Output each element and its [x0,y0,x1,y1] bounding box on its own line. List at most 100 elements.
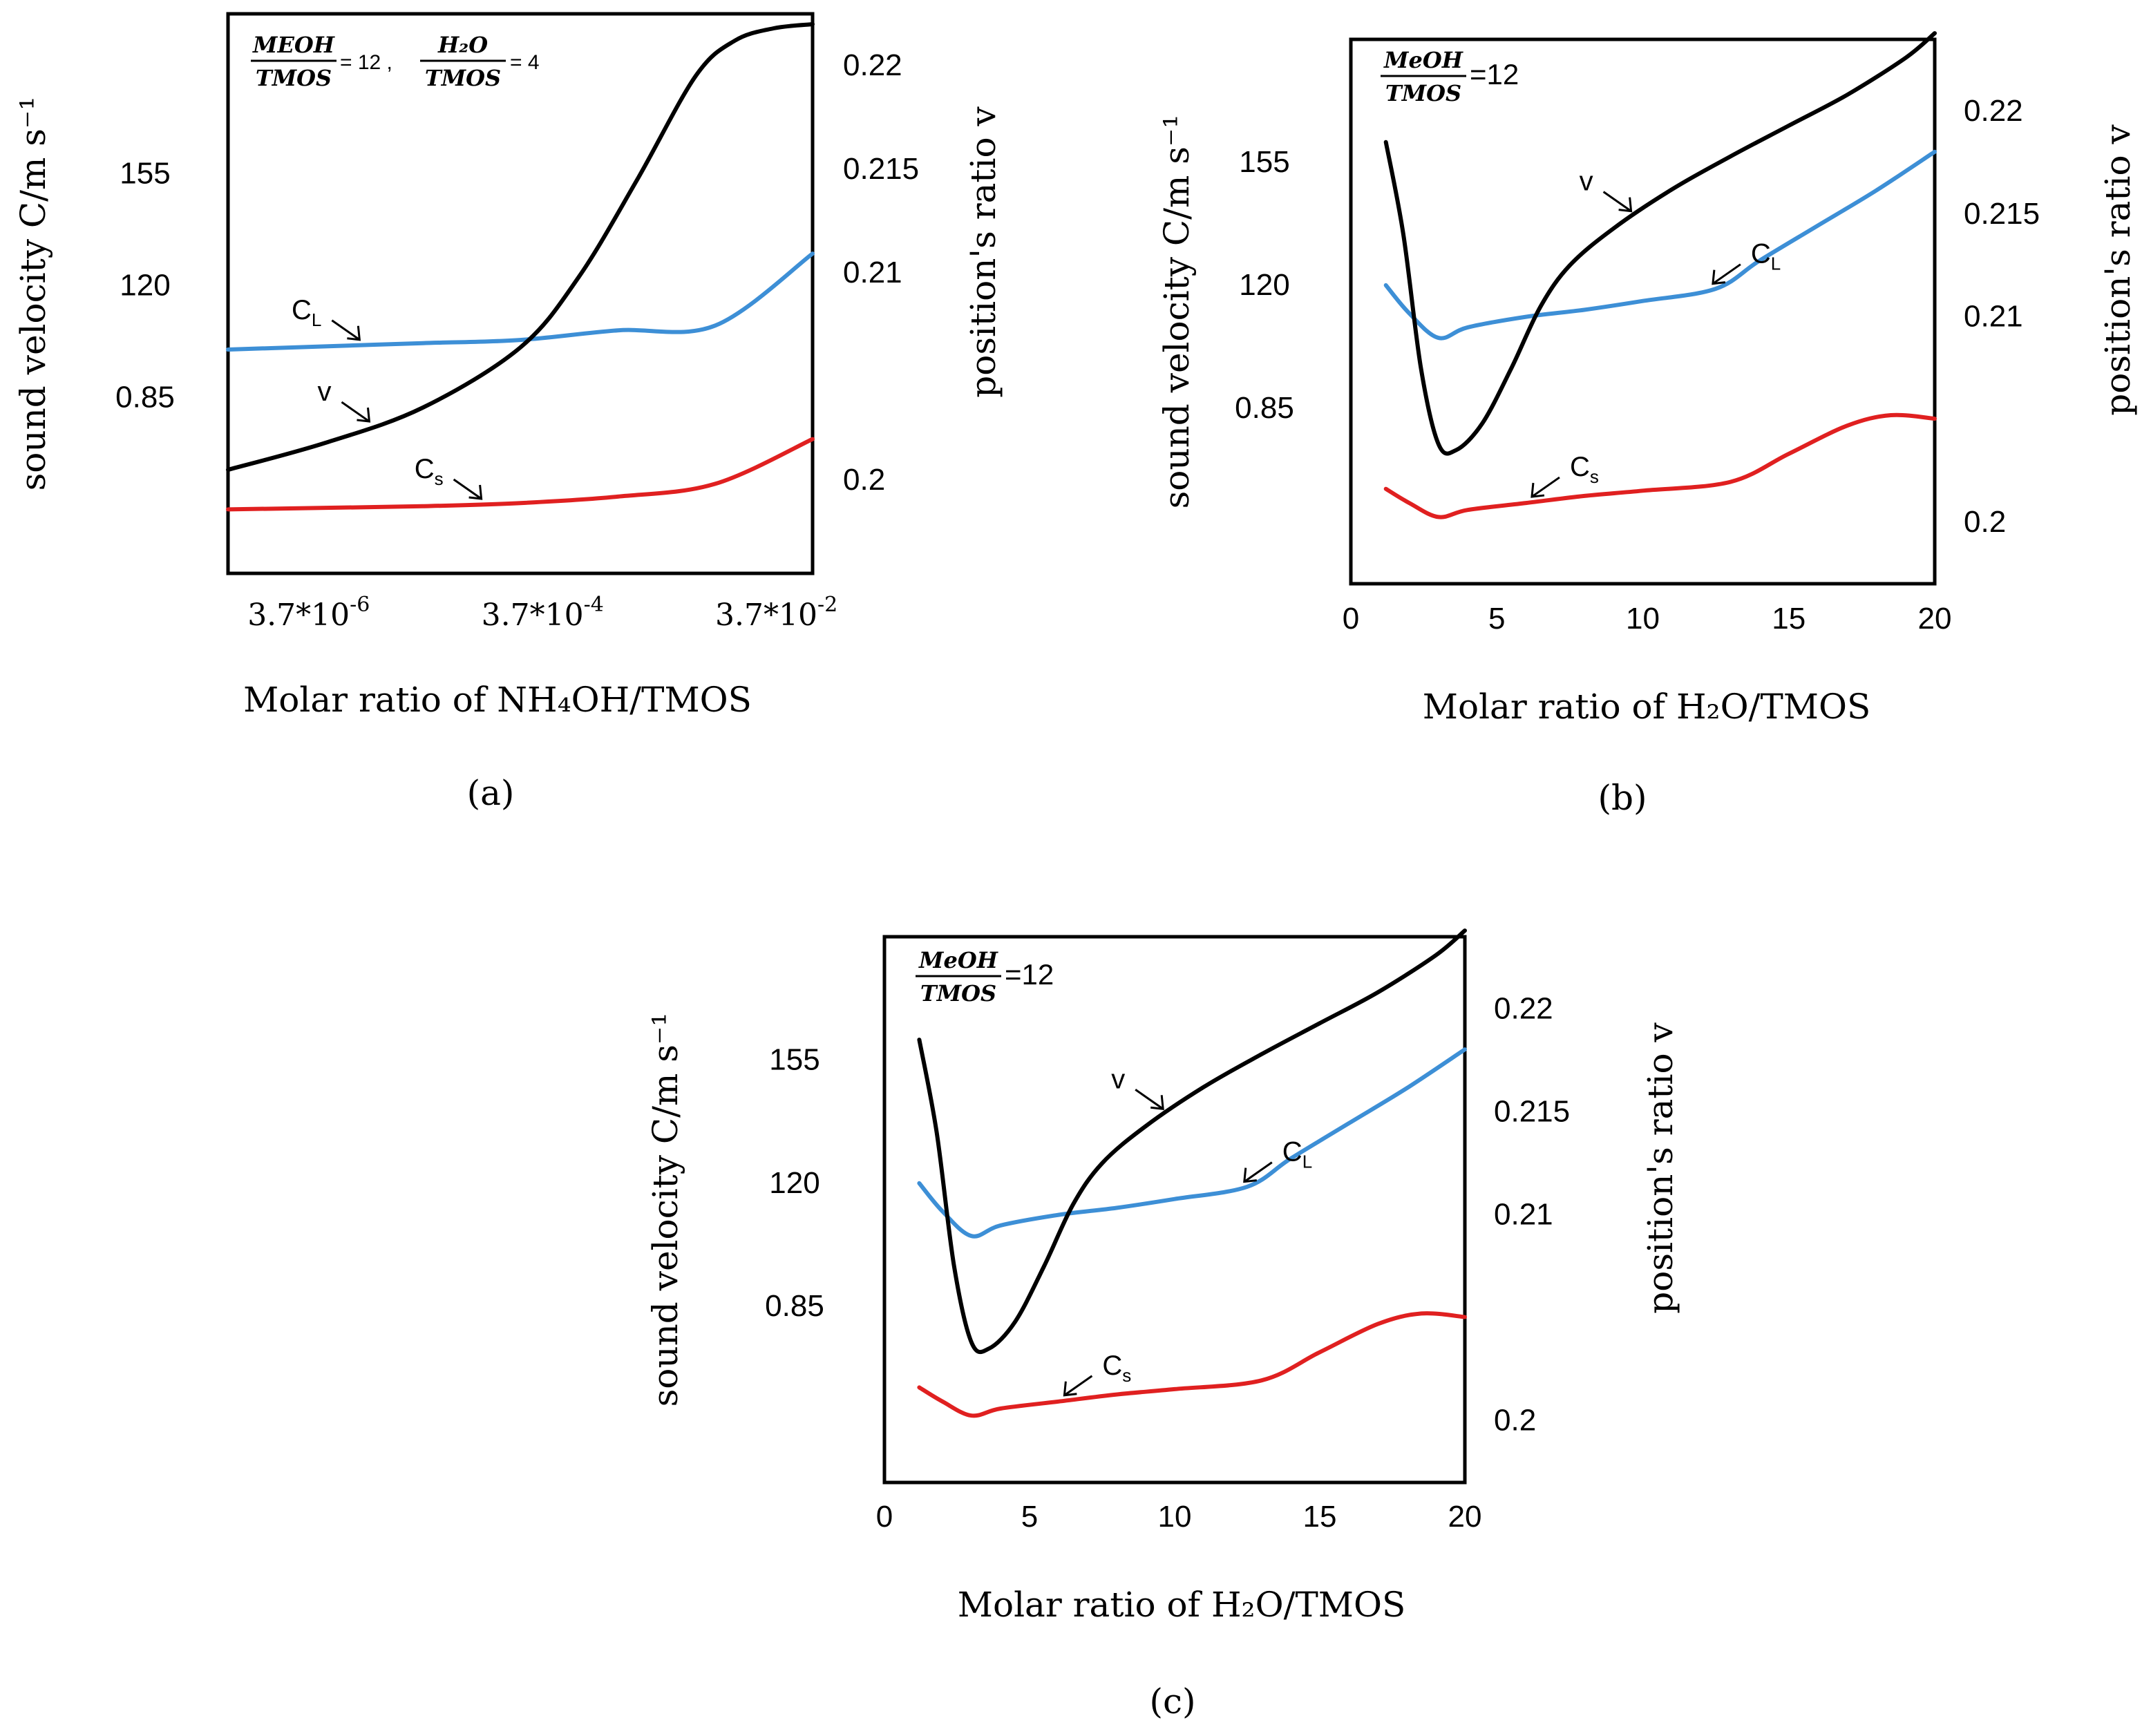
series-CL-label-text: CL [292,295,321,330]
y-right-tick-label: 0.215 [1494,1094,1570,1128]
y-right-tick-label: 0.21 [1964,299,2023,333]
y-left-tick-label: 120 [769,1166,819,1200]
x-tick-label: 10 [1158,1500,1192,1534]
fraction-numerator: MeOH [1383,47,1464,73]
series-line-CL [917,1047,1467,1239]
x-tick-label: 15 [1303,1500,1337,1534]
series-Cs-label-text: Cs [1102,1351,1131,1386]
series-v-label: v [317,376,371,423]
series-Cs-arrow-shaft [453,478,482,500]
series-Cs-label: Cs [1063,1351,1131,1397]
x-tick-label: 5 [1021,1500,1038,1534]
series-v-label: v [1580,166,1633,213]
series-CL-arrow-shaft [1243,1161,1273,1183]
composition-annotation: MeOH TMOS =12 [1381,47,1519,106]
series-v-label-text: v [1580,166,1593,197]
series-CL-arrow-shaft [331,319,361,341]
y-right-tick-label: 0.22 [1964,94,2023,128]
y-right-tick-label: 0.21 [843,256,902,289]
y-right-tick-label: 0.2 [843,463,885,497]
annotation-value: =12 [1470,58,1519,90]
series-v-arrow-head [357,407,371,423]
x-tick-label: 3.7*10-2 [715,593,837,633]
series-Cs-label: Cs [415,454,483,500]
series-line-Cs [917,1311,1467,1418]
series-line-CL [1383,149,1937,341]
x-axis-label: Molar ratio of NH₄OH/TMOS [243,680,752,720]
series-line-CL [226,251,815,352]
x-tick-label: 3.7*10-6 [247,593,370,633]
plot-frame [882,935,1467,1485]
series-v-arrow-head [1618,197,1633,213]
y-right-tick-label: 0.215 [1964,197,2040,231]
y-left-axis-label: sound velocity C/m s⁻¹ [645,1013,685,1407]
series-CL-label: CL [292,295,361,341]
series-v-label-text: v [317,376,331,407]
series-Cs-label-text: Cs [415,454,444,489]
series-Cs-label: Cs [1531,452,1599,498]
fraction-denominator: TMOS [920,980,996,1007]
chart-panel-a: CL v Cs 0.85 120 155 0.2 0.21 0.215 0.22 3.7*10-6 3… [13,12,1003,813]
x-tick-label: 20 [1918,602,1952,636]
y-left-tick-label: 155 [1239,145,1289,179]
y-left-axis-label: sound velocity C/m s⁻¹ [13,97,53,491]
series-CL-arrow-head [347,325,361,341]
series-line-v [917,928,1467,1355]
x-tick-label: 10 [1626,602,1660,636]
x-axis-label: Molar ratio of H₂O/TMOS [958,1585,1405,1625]
composition-annotation: MeOH TMOS =12 [916,947,1054,1007]
y-right-tick-label: 0.22 [1494,991,1553,1025]
x-tick-label: 0 [1343,602,1359,636]
y-right-axis-label: position's ratio v [1640,1022,1680,1314]
y-left-axis-label: sound velocity C/m s⁻¹ [1157,115,1197,509]
y-left-tick-label: 120 [1239,268,1289,302]
y-right-tick-label: 0.2 [1964,505,2006,539]
x-tick-label: 5 [1488,602,1505,636]
series-Cs-arrow-head [1531,482,1545,498]
y-left-tick-label: 0.85 [1235,391,1294,425]
x-axis-label: Molar ratio of H₂O/TMOS [1423,687,1870,727]
x-tick-label: 0 [876,1500,893,1534]
y-right-tick-label: 0.2 [1494,1404,1536,1438]
chart-panel-b: CL v Cs 0.85 120 155 0.2 0.21 0.215 0.22 0 5 10 15 20 M… [1157,31,2138,818]
y-left-tick-label: 120 [120,268,170,302]
series-Cs-arrow-shaft [1531,476,1560,498]
series-CL-label: CL [1712,239,1781,285]
fraction-denominator: TMOS [425,65,501,91]
plot-frame [1349,37,1937,586]
fraction-numerator: MeOH [918,947,999,973]
series-Cs-label-text: Cs [1570,452,1599,487]
series-Cs-arrow-head [468,484,483,500]
series-CL-arrow-head [1243,1167,1257,1183]
x-tick-label: 20 [1448,1500,1482,1534]
y-right-tick-label: 0.215 [843,152,919,186]
series-line-v [226,22,815,472]
panel-caption: (a) [467,773,515,813]
series-v-arrow-shaft [341,401,370,423]
panel-caption: (c) [1149,1681,1195,1721]
series-line-Cs [226,437,815,512]
series-CL-label: CL [1243,1137,1312,1183]
annotation-value: = 4 [510,51,540,74]
annotation-value: = 12 , [340,51,392,74]
series-CL-arrow-head [1712,269,1726,285]
fraction-denominator: TMOS [256,65,332,91]
x-tick-label: 15 [1772,602,1806,636]
series-v-arrow-shaft [1135,1089,1164,1110]
series-Cs-arrow-head [1063,1381,1077,1397]
series-CL-label-text: CL [1282,1137,1312,1172]
y-left-tick-label: 155 [120,156,170,190]
y-right-tick-label: 0.21 [1494,1197,1553,1231]
series-v-label: v [1111,1064,1164,1110]
y-left-tick-label: 0.85 [765,1289,824,1323]
series-v-arrow-shaft [1602,191,1632,212]
composition-annotation: MEOH TMOS = 12 , H₂O TMOS = 4 [251,32,540,91]
y-left-tick-label: 155 [769,1042,819,1076]
fraction-numerator: H₂O [437,32,488,58]
series-CL-arrow-shaft [1712,263,1741,285]
y-right-tick-label: 0.22 [843,48,902,82]
series-line-v [1383,31,1937,456]
series-line-Cs [1383,412,1937,519]
fraction-denominator: TMOS [1385,80,1461,106]
